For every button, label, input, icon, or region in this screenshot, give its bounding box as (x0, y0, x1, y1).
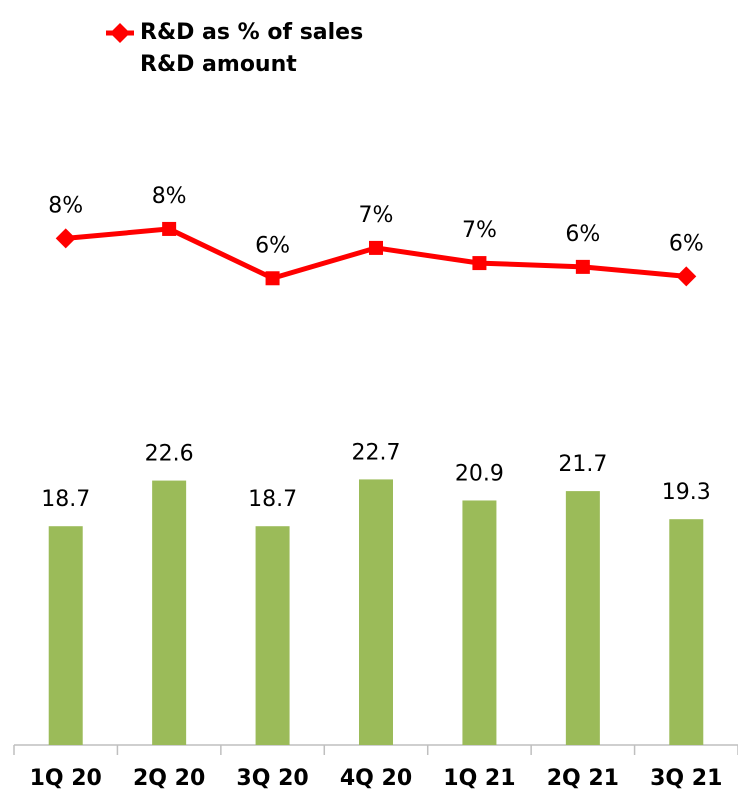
bar (359, 479, 393, 745)
data-label: 8% (152, 184, 187, 209)
marker (55, 228, 76, 249)
marker (676, 266, 697, 287)
data-label: 22.6 (145, 442, 194, 467)
marker (265, 271, 280, 286)
data-label: 18.7 (41, 487, 90, 512)
bar (152, 480, 187, 745)
x-tick-label: 2Q 21 (547, 766, 619, 791)
data-label: 6% (669, 231, 704, 256)
data-label: 22.7 (352, 440, 401, 465)
x-tick-label: 2Q 20 (133, 766, 205, 791)
data-label: 7% (359, 203, 394, 228)
data-label: 6% (565, 222, 600, 247)
data-label: 18.7 (248, 487, 297, 512)
marker (369, 240, 383, 255)
data-label: 8% (48, 193, 83, 218)
data-label: 20.9 (455, 461, 504, 486)
x-tick-label: 3Q 21 (650, 766, 722, 791)
x-tick-label: 4Q 20 (340, 766, 412, 791)
legend-label: R&D as % of sales (140, 20, 363, 45)
bar (565, 491, 600, 745)
bar (255, 526, 290, 745)
data-label: 7% (462, 218, 497, 243)
data-label: 21.7 (558, 452, 607, 477)
marker (472, 256, 487, 271)
x-tick-label: 1Q 21 (443, 766, 515, 791)
marker (575, 259, 590, 274)
legend-marker (110, 23, 130, 43)
bar (462, 500, 497, 745)
marker (162, 221, 177, 236)
data-label: 6% (255, 233, 290, 258)
x-tick-label: 1Q 20 (30, 766, 102, 791)
bar (669, 519, 704, 745)
x-tick-label: 3Q 20 (236, 766, 308, 791)
bar (48, 526, 83, 745)
legend-label: R&D amount (140, 52, 297, 77)
data-label: 19.3 (662, 480, 711, 505)
